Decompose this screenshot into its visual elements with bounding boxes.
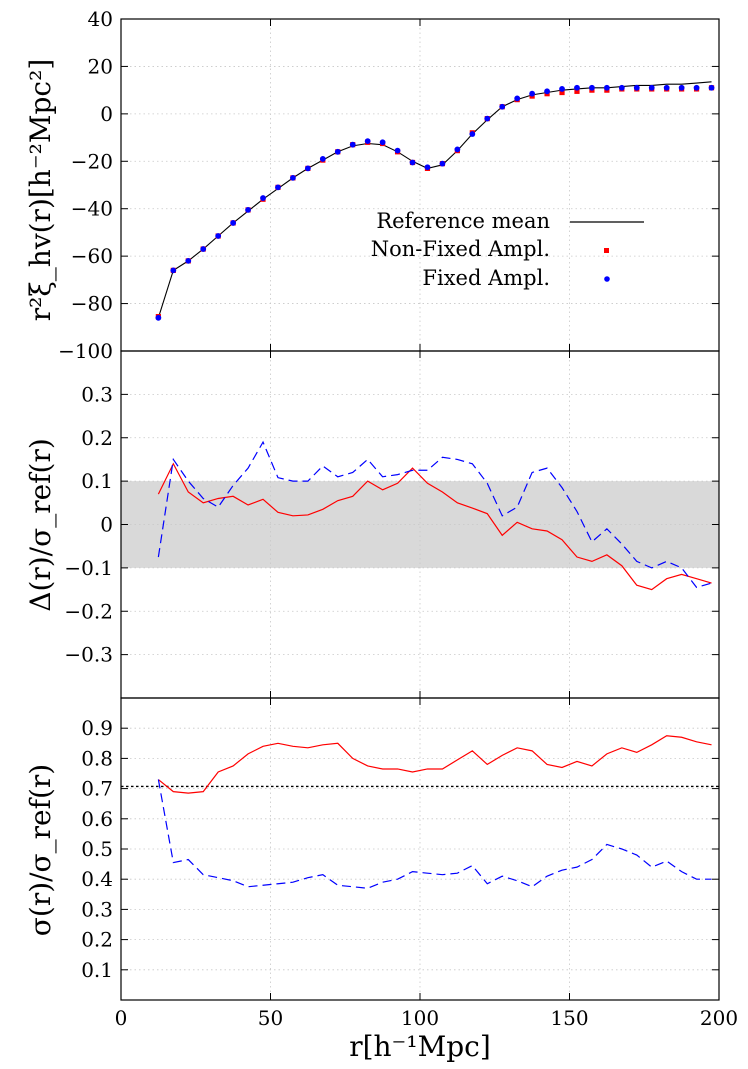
point-fixed <box>469 131 476 137</box>
point-fixed <box>648 84 655 91</box>
point-fixed <box>633 84 640 91</box>
point-fixed <box>245 207 251 213</box>
y-tick-label: 0.3 <box>81 897 113 921</box>
point-fixed <box>424 164 431 171</box>
series-1-0-line <box>157 462 712 591</box>
point-fixed <box>155 314 162 321</box>
point-fixed <box>379 139 386 146</box>
point-fixed <box>439 160 446 167</box>
point-fixed <box>394 147 401 154</box>
point-fixed <box>319 156 326 162</box>
point-fixed <box>514 95 521 102</box>
xlabel: r[h⁻¹Mpc] <box>349 1030 491 1063</box>
y-tick-label: 0 <box>100 102 113 126</box>
y-tick-label: 0.6 <box>81 807 113 831</box>
point-fixed <box>200 246 207 252</box>
point-fixed <box>529 90 536 97</box>
ylabel-top: r²ξ_hv(r)[h⁻²Mpc²] <box>24 59 57 322</box>
point-fixed <box>499 103 506 110</box>
point-fixed <box>559 86 565 92</box>
point-non-fixed <box>559 89 565 96</box>
point-fixed <box>230 220 237 226</box>
y-tick-label: 0.1 <box>81 958 113 982</box>
legend-fixed-swatch <box>604 276 610 282</box>
y-tick-label: −0.2 <box>64 599 113 623</box>
point-fixed <box>574 84 580 91</box>
point-fixed <box>349 141 356 148</box>
y-tick-label: −0.1 <box>64 556 113 580</box>
y-tick-label: 0.2 <box>81 426 113 450</box>
legend-non-fixed-label: Non-Fixed Ampl. <box>371 237 550 261</box>
point-fixed <box>334 148 341 155</box>
y-tick-label: 0 <box>100 513 113 537</box>
point-fixed <box>484 115 491 122</box>
y-tick-label: −20 <box>71 149 113 173</box>
point-fixed <box>409 159 416 166</box>
point-fixed <box>454 146 461 153</box>
ylabel-bottom: σ(r)/σ_ref(r) <box>24 764 57 936</box>
series-2-0-line <box>157 735 712 794</box>
panel-bottom: 0.9 0.8 0.7 0.6 0.5 0.4 0.3 0.2 0.10 50 100 150 200 <box>81 697 738 1030</box>
ylabel-middle: Δ(r)/σ_ref(r) <box>24 438 57 612</box>
y-tick-label: 0.9 <box>81 716 113 740</box>
ylabel-top-text: r²ξ_hv(r)[h⁻²Mpc²] <box>24 59 57 322</box>
point-fixed <box>170 267 177 274</box>
point-fixed <box>304 165 311 172</box>
y-tick-label: −80 <box>71 292 113 316</box>
point-fixed <box>260 195 266 201</box>
y-tick-label: 20 <box>88 54 113 78</box>
y-tick-label: −40 <box>71 197 113 221</box>
x-tick-label: 0 <box>115 1006 128 1030</box>
legend-reference-mean-label: Reference mean <box>376 209 550 233</box>
point-fixed <box>678 84 685 91</box>
y-tick-label: −60 <box>71 244 113 268</box>
series-1-1-line <box>157 440 712 589</box>
point-fixed <box>618 84 625 91</box>
panel-middle: 0.3 0.2 0.1 0 −0.1 −0.2 −0.3 <box>64 350 720 699</box>
point-fixed <box>589 84 595 91</box>
y-tick-label: −0.3 <box>64 643 113 667</box>
point-fixed <box>663 84 670 91</box>
legend: Reference mean Non-Fixed Ampl. Fixed Amp… <box>371 209 644 290</box>
x-tick-label: 100 <box>401 1006 439 1030</box>
y-tick-label: −100 <box>58 339 113 363</box>
x-tick-label: 150 <box>550 1006 588 1030</box>
y-tick-label: 0.3 <box>81 382 113 406</box>
point-non-fixed <box>574 88 580 94</box>
x-tick-label: 50 <box>258 1006 283 1030</box>
y-tick-label: 40 <box>88 7 113 31</box>
point-fixed <box>693 84 700 91</box>
point-fixed <box>275 184 281 191</box>
point-fixed <box>290 174 296 181</box>
ylabel-middle-text: Δ(r)/σ_ref(r) <box>24 438 57 612</box>
y-tick-label: 0.2 <box>81 928 113 952</box>
point-fixed <box>708 84 715 91</box>
y-tick-label: 0.5 <box>81 837 113 861</box>
point-fixed <box>185 257 192 264</box>
y-tick-label: 0.7 <box>81 777 113 801</box>
point-fixed <box>603 84 610 91</box>
x-tick-label: 200 <box>700 1006 738 1030</box>
y-tick-label: 0.8 <box>81 746 113 770</box>
legend-non-fixed-swatch <box>604 248 609 253</box>
point-fixed <box>544 88 550 95</box>
y-tick-label: 0.4 <box>81 867 113 891</box>
ylabel-bottom-text: σ(r)/σ_ref(r) <box>24 764 57 936</box>
y-tick-label: 0.1 <box>81 469 113 493</box>
point-fixed <box>215 233 222 239</box>
panel-top: 40 20 0 −20 −40 −60 −80 −100 <box>58 7 720 363</box>
series-2-1-line <box>157 779 712 889</box>
point-fixed <box>364 138 371 145</box>
legend-fixed-label: Fixed Ampl. <box>422 266 550 290</box>
